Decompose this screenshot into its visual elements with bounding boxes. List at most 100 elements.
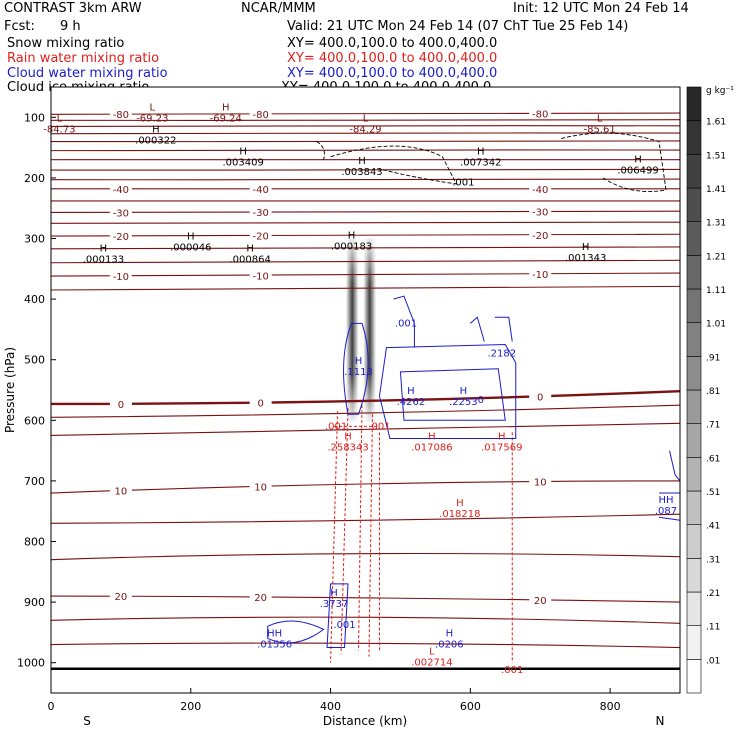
isotherm-label-bg xyxy=(529,391,552,402)
cloud-water-extremum-marker: H xyxy=(407,386,415,397)
cloud-water-contour xyxy=(658,450,681,521)
snow-extremum-value: .000864 xyxy=(230,255,271,266)
rain-extremum-value: .017086 xyxy=(411,443,452,454)
y-tick-label: 600 xyxy=(24,414,45,427)
colorbar-swatch xyxy=(686,154,702,189)
isotherm-label: -40 xyxy=(113,185,129,196)
colorbar-swatch xyxy=(686,423,702,458)
cloud-water-extremum-marker: H xyxy=(330,588,338,599)
isotherm-line xyxy=(50,616,681,624)
cloud-water-extremum-value: .2182 xyxy=(487,349,516,360)
colorbar-label: 1.11 xyxy=(706,286,726,296)
colorbar-label: 1.61 xyxy=(706,118,726,128)
isotherm-label-bg xyxy=(529,206,552,217)
isotherm-line xyxy=(50,246,681,250)
colorbar-swatch xyxy=(686,389,702,424)
temperature-extremum-marker: L xyxy=(57,113,63,124)
field-name-cloud-water: Cloud water mixing ratio xyxy=(7,66,168,81)
organization: NCAR/MMM xyxy=(241,1,316,16)
temperature-extremum-value: -69.23 xyxy=(136,113,168,124)
snow-extremum-value: .003843 xyxy=(341,167,382,178)
field-xy-cloud-water: XY= 400.0,100.0 to 400.0,400.0 xyxy=(287,66,498,81)
colorbar-swatch xyxy=(686,457,702,492)
colorbar-swatch xyxy=(686,187,702,222)
colorbar-label: .21 xyxy=(706,589,720,599)
snow-extremum-marker: H xyxy=(634,155,642,166)
field-xy-snow: XY= 400.0,100.0 to 400.0,400.0 xyxy=(287,36,498,51)
cloud-water-extremum-marker: H xyxy=(355,356,363,367)
colorbar-label: .41 xyxy=(706,522,720,532)
isotherm-label-bg xyxy=(249,591,272,602)
cloud-water-extremum-marker: HH xyxy=(658,495,673,506)
isotherm-label: -10 xyxy=(252,271,268,282)
cloud-water-extremum-value: .0206 xyxy=(435,639,464,650)
cloud-water-extremum-value: .1113 xyxy=(344,367,373,378)
snow-contour xyxy=(561,132,667,192)
colorbar-swatch xyxy=(686,120,702,155)
colorbar-label: .51 xyxy=(706,488,720,498)
rain-extremum-value: .002714 xyxy=(411,658,452,669)
colorbar-swatch xyxy=(686,490,702,525)
snow-extremum-value: .001343 xyxy=(565,253,606,264)
isotherm-line xyxy=(50,259,681,264)
colorbar-swatch xyxy=(686,625,702,660)
cloud-water-extremum-value: 0 xyxy=(478,395,484,406)
rain-extremum-marker: H xyxy=(428,432,436,443)
isotherm-label: -20 xyxy=(113,232,129,243)
model-title: CONTRAST 3km ARW xyxy=(4,1,142,16)
x-tick-label: 0 xyxy=(48,700,55,713)
isotherm-line xyxy=(50,119,681,121)
colorbar-label: 1.51 xyxy=(706,151,726,161)
isotherm-label-bg xyxy=(109,230,132,241)
isotherm-label: 10 xyxy=(534,477,547,488)
isotherm-label: -20 xyxy=(532,231,548,242)
rain-contour xyxy=(368,414,373,657)
field-name-snow: Snow mixing ratio xyxy=(7,36,125,51)
rain-extremum-marker: L xyxy=(429,647,435,658)
isotherm-line xyxy=(50,422,681,436)
isotherm-label-bg xyxy=(109,183,132,194)
isotherm-label: 20 xyxy=(534,596,547,607)
isotherm-label: -80 xyxy=(532,109,548,120)
rain-contour xyxy=(340,408,349,654)
colorbar-swatch xyxy=(686,255,702,290)
isotherm-line xyxy=(50,480,681,494)
snow-extremum-marker: H xyxy=(348,230,356,241)
cloud-water-extremum-value: .4262 xyxy=(397,397,426,408)
isotherm-label: -20 xyxy=(252,232,268,243)
plot-frame xyxy=(50,86,681,694)
isotherm-label-bg xyxy=(109,398,132,409)
field-name-rain: Rain water mixing ratio xyxy=(7,51,160,66)
isotherm-label-bg xyxy=(249,481,272,492)
snow-extremum-marker: H xyxy=(100,244,108,255)
temperature-extremum-marker: L xyxy=(150,102,156,113)
snow-contour xyxy=(316,141,325,160)
isotherm-line xyxy=(50,272,681,277)
isotherm-label: -40 xyxy=(532,185,548,196)
snow-contour xyxy=(330,145,458,185)
isotherm-line xyxy=(50,221,681,224)
cloud-water-contour xyxy=(267,620,325,644)
x-tick-label: 800 xyxy=(600,700,621,713)
isotherm-label: 20 xyxy=(254,593,267,604)
isotherm-line xyxy=(50,642,681,649)
isotherm-line xyxy=(50,132,681,135)
snow-extremum-value: .000322 xyxy=(135,135,176,146)
cloud-water-contour xyxy=(399,368,506,421)
colorbar-label: 1.31 xyxy=(706,219,726,229)
snow-extremum-marker: H xyxy=(246,244,254,255)
colorbar-swatch xyxy=(686,524,702,559)
rain-extremum-value: .258343 xyxy=(327,443,368,454)
colorbar-swatch xyxy=(686,356,702,391)
isotherm-label: -30 xyxy=(252,208,268,219)
isotherm-line xyxy=(50,168,681,171)
snow-extremum-marker: H xyxy=(582,242,590,253)
isotherm-label: -30 xyxy=(532,207,548,218)
cloud-water-extremum-value: .001 xyxy=(395,318,417,329)
temperature-extremum-value: -84.29 xyxy=(349,124,381,135)
y-tick-label: 800 xyxy=(24,536,45,549)
snow-extremum-marker: H xyxy=(477,147,485,158)
colorbar-label: 1.41 xyxy=(706,185,726,195)
colorbar-label: 1.01 xyxy=(706,320,726,330)
